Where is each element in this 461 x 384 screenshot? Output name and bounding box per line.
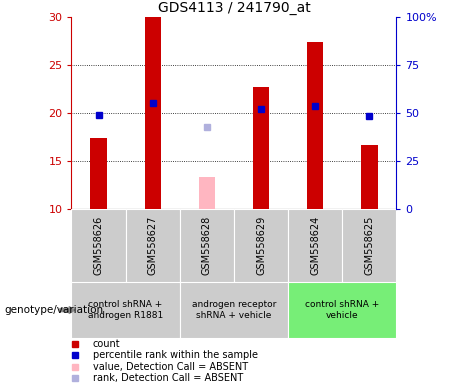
Text: rank, Detection Call = ABSENT: rank, Detection Call = ABSENT: [93, 373, 243, 383]
Text: control shRNA +
vehicle: control shRNA + vehicle: [305, 300, 379, 320]
Bar: [71, 282, 180, 338]
Bar: [145, 17, 161, 209]
Bar: [288, 282, 396, 338]
Bar: [125, 209, 180, 282]
Text: genotype/variation: genotype/variation: [5, 305, 104, 315]
Bar: [342, 209, 396, 282]
Text: GSM558629: GSM558629: [256, 216, 266, 275]
Bar: [234, 209, 288, 282]
Text: GSM558628: GSM558628: [202, 216, 212, 275]
Text: percentile rank within the sample: percentile rank within the sample: [93, 350, 258, 360]
Bar: [253, 88, 269, 209]
Bar: [90, 138, 106, 209]
Bar: [307, 42, 323, 209]
Text: control shRNA +
androgen R1881: control shRNA + androgen R1881: [88, 300, 163, 320]
Text: GSM558627: GSM558627: [148, 216, 158, 275]
Bar: [71, 209, 125, 282]
Text: value, Detection Call = ABSENT: value, Detection Call = ABSENT: [93, 362, 248, 372]
Text: androgen receptor
shRNA + vehicle: androgen receptor shRNA + vehicle: [192, 300, 276, 320]
Bar: [361, 145, 378, 209]
Bar: [199, 177, 215, 209]
Text: count: count: [93, 339, 120, 349]
Bar: [288, 209, 342, 282]
Text: GSM558626: GSM558626: [94, 216, 104, 275]
Bar: [180, 282, 288, 338]
Title: GDS4113 / 241790_at: GDS4113 / 241790_at: [158, 1, 310, 15]
Bar: [180, 209, 234, 282]
Text: GSM558625: GSM558625: [364, 216, 374, 275]
Text: GSM558624: GSM558624: [310, 216, 320, 275]
